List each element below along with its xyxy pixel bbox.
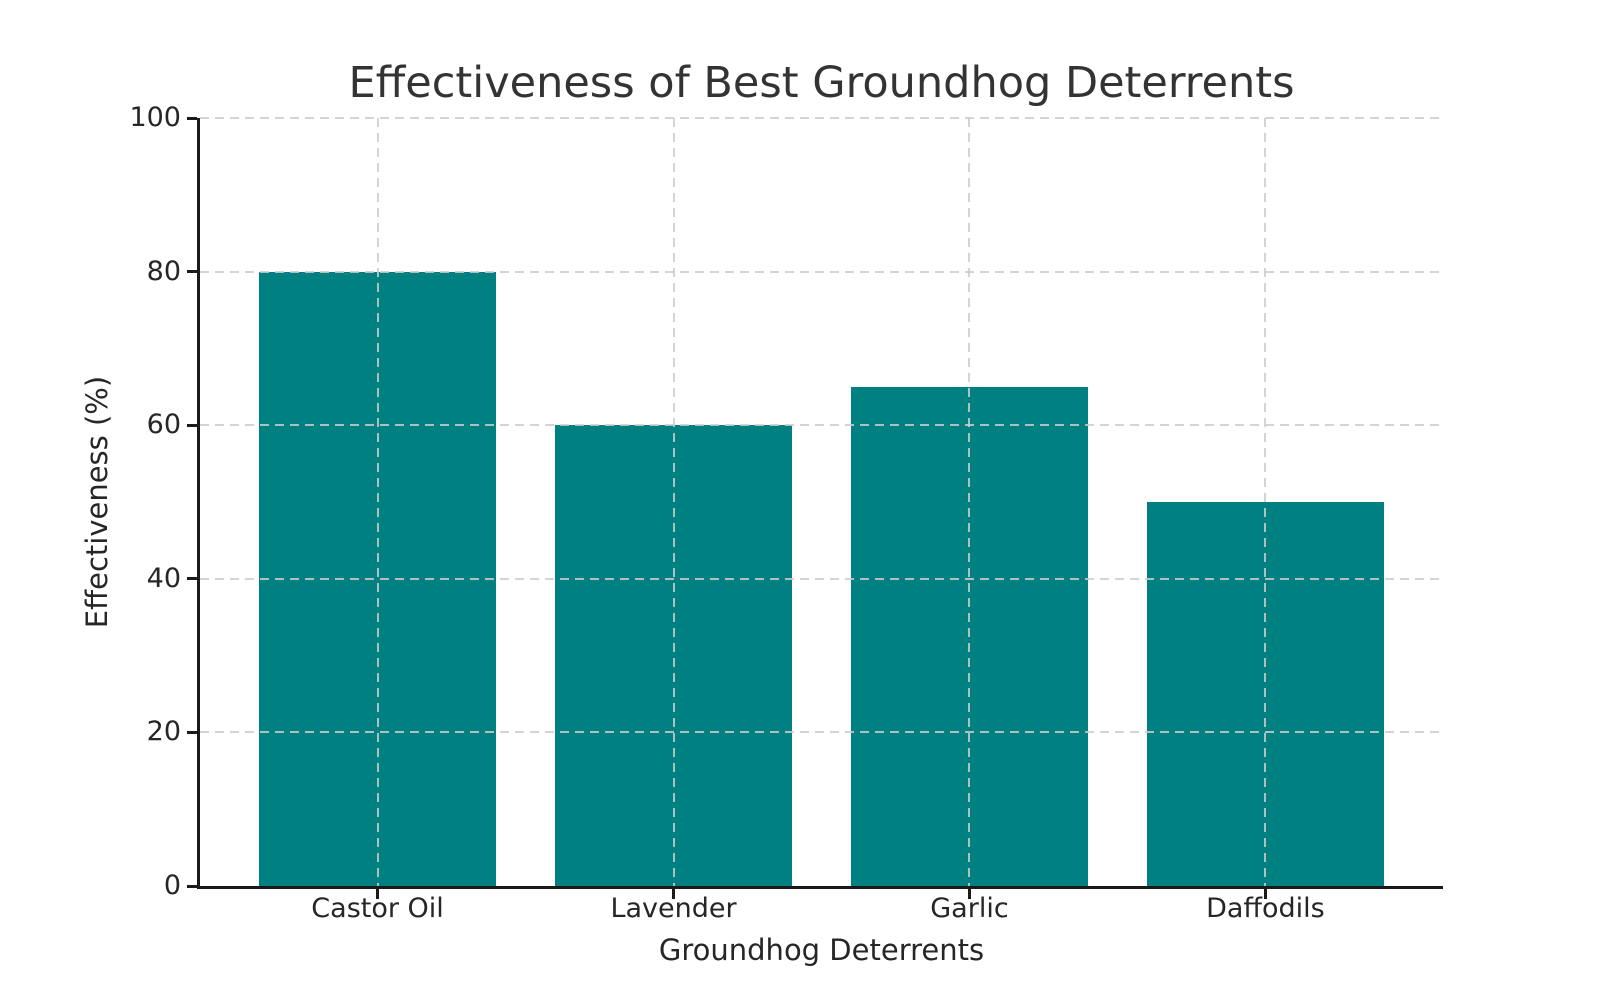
y-tick-label-0: 0 [163, 870, 181, 901]
h-gridline-20 [200, 731, 1443, 734]
y-tick-mark-60 [187, 423, 197, 427]
x-tick-mark-daffodils [1263, 889, 1267, 899]
chart-title: Effectiveness of Best Groundhog Deterren… [348, 58, 1295, 108]
v-gridline-garlic [968, 118, 971, 886]
y-tick-label-40: 40 [146, 562, 181, 594]
x-tick-label-garlic: Garlic [930, 893, 1009, 924]
x-tick-mark-lavender [672, 889, 676, 899]
v-gridline-daffodils [1264, 118, 1267, 886]
x-tick-mark-castor-oil [376, 889, 380, 899]
y-tick-label-60: 60 [146, 409, 181, 441]
x-tick-label-castor-oil: Castor Oil [311, 893, 444, 924]
y-tick-mark-80 [187, 270, 197, 274]
y-tick-label-100: 100 [129, 102, 181, 133]
v-gridline-lavender [672, 118, 675, 886]
y-tick-label-80: 80 [146, 255, 181, 287]
y-tick-label-20: 20 [146, 716, 181, 748]
v-gridline-castor-oil [376, 118, 379, 886]
y-tick-mark-20 [187, 730, 197, 734]
y-tick-mark-0 [187, 884, 197, 888]
h-gridline-100 [200, 117, 1443, 119]
x-tick-label-lavender: Lavender [610, 893, 737, 924]
y-axis-spine [197, 118, 200, 889]
y-tick-mark-40 [187, 577, 197, 581]
h-gridline-40 [200, 577, 1443, 580]
h-gridline-60 [200, 424, 1443, 427]
x-axis-spine [197, 886, 1443, 889]
y-tick-mark-100 [187, 116, 197, 120]
x-axis-label: Groundhog Deterrents [658, 933, 985, 967]
x-tick-mark-garlic [967, 889, 971, 899]
h-gridline-80 [200, 270, 1443, 273]
x-tick-label-daffodils: Daffodils [1206, 893, 1325, 924]
